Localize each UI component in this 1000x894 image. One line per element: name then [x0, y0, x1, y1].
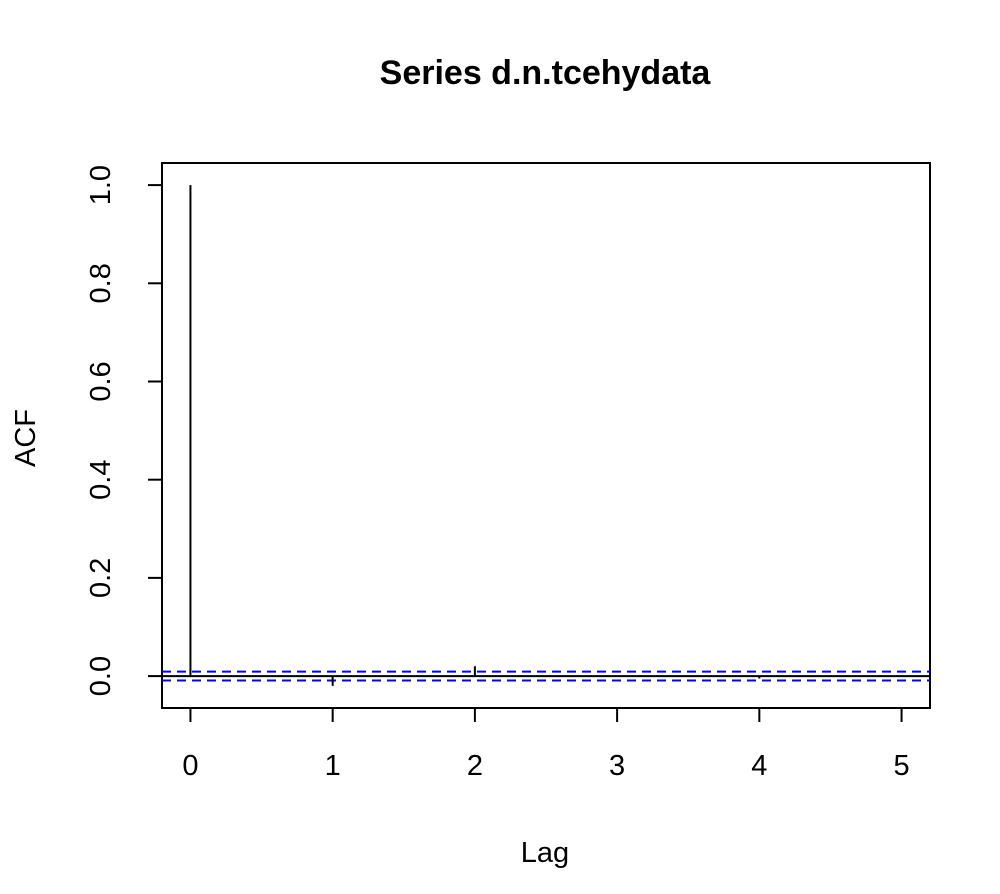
chart-title: Series d.n.tcehydata — [380, 54, 712, 92]
x-tick-label-0: 0 — [182, 750, 198, 782]
y-tick-label-0.2: 0.2 — [85, 558, 117, 598]
plot-area: 0 1 2 3 4 5 0.0 0.2 0.4 0.6 0.8 1.0 — [85, 162, 931, 782]
y-tick-label-1.0: 1.0 — [85, 165, 117, 205]
x-tick-label-5: 5 — [893, 750, 909, 782]
y-axis-label: ACF — [10, 409, 42, 467]
x-tick-label-1: 1 — [325, 750, 341, 782]
y-tick-label-0.8: 0.8 — [85, 263, 117, 303]
plot-frame — [161, 162, 931, 709]
x-axis-label: Lag — [521, 837, 569, 869]
y-tick-label-0.6: 0.6 — [85, 361, 117, 401]
y-tick-label-0.4: 0.4 — [85, 460, 117, 500]
x-tick-label-2: 2 — [467, 750, 483, 782]
y-tick-label-0.0: 0.0 — [85, 656, 117, 696]
x-tick-label-4: 4 — [751, 750, 767, 782]
x-tick-label-3: 3 — [609, 750, 625, 782]
